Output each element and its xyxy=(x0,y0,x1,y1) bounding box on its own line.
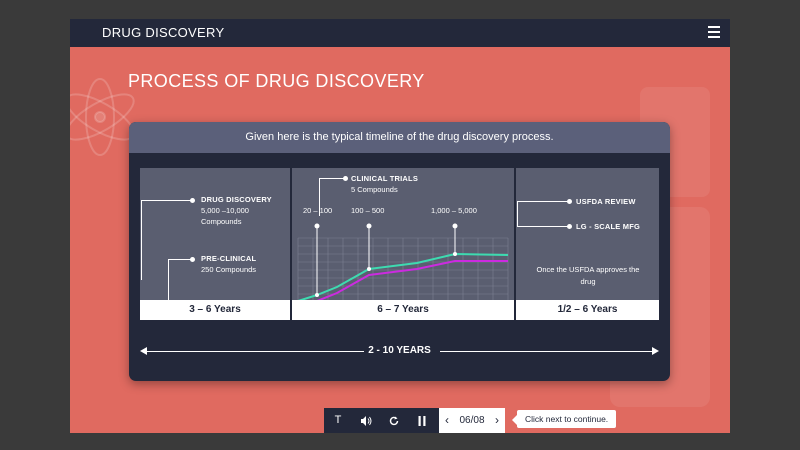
page-title: PROCESS OF DRUG DISCOVERY xyxy=(128,71,425,91)
marker-label-1: 20 – 100 xyxy=(303,206,333,215)
timeline-card: Given here is the typical timeline of th… xyxy=(129,122,670,381)
replay-icon[interactable] xyxy=(380,408,408,433)
total-span: 2 - 10 YEARS xyxy=(140,344,659,358)
stage-clinical-panel: CLINICAL TRIALS 5 Compounds 20 – 100 100… xyxy=(292,168,514,320)
stage-discovery-duration: 3 – 6 Years xyxy=(140,300,290,320)
drug-discovery-label: DRUG DISCOVERY xyxy=(201,195,272,204)
usfda-review-label: USFDA REVIEW xyxy=(576,197,636,206)
pause-icon[interactable] xyxy=(408,408,436,433)
clinical-trials-count: 5 Compounds xyxy=(351,185,398,194)
chevron-right-icon[interactable]: › xyxy=(495,413,499,427)
total-span-label: 2 - 10 YEARS xyxy=(368,345,431,356)
progress-chart xyxy=(297,223,509,300)
stage-discovery-panel: DRUG DISCOVERY 5,000 –10,000 Compounds P… xyxy=(140,168,290,320)
approval-note: Once the USFDA approves the drug xyxy=(536,265,640,286)
stage-clinical-duration: 6 – 7 Years xyxy=(292,300,514,320)
pre-clinical-label: PRE-CLINICAL xyxy=(201,254,257,263)
speaker-icon[interactable] xyxy=(352,408,380,433)
hamburger-menu-icon[interactable] xyxy=(708,26,720,38)
player-controls: T xyxy=(324,408,439,433)
course-frame: DRUG DISCOVERY PROCESS OF DRUG DISCOVERY… xyxy=(70,19,730,433)
pre-clinical-count: 250 Compounds xyxy=(201,265,257,274)
top-bar: DRUG DISCOVERY xyxy=(70,19,730,47)
drug-discovery-unit: Compounds xyxy=(201,217,242,226)
lg-scale-mfg-label: LG - SCALE MFG xyxy=(576,222,641,231)
arrow-left-icon xyxy=(140,347,147,355)
stage-approval-panel: USFDA REVIEW LG - SCALE MFG Once the USF… xyxy=(516,168,659,320)
course-title: DRUG DISCOVERY xyxy=(102,25,225,40)
clinical-trials-label: CLINICAL TRIALS xyxy=(351,174,419,183)
page-indicator: 06/08 xyxy=(459,415,485,426)
card-intro: Given here is the typical timeline of th… xyxy=(129,122,670,153)
text-button[interactable]: T xyxy=(334,414,342,426)
next-tooltip: Click next to continue. xyxy=(511,410,617,428)
stage-approval-duration: 1/2 – 6 Years xyxy=(516,300,659,320)
arrow-right-icon xyxy=(652,347,659,355)
marker-label-3: 1,000 – 5,000 xyxy=(431,206,477,215)
drug-discovery-count: 5,000 –10,000 xyxy=(201,206,249,215)
slide-pager: ‹ 06/08 › xyxy=(439,408,505,433)
chevron-left-icon[interactable]: ‹ xyxy=(445,413,449,427)
marker-label-2: 100 – 500 xyxy=(351,206,385,215)
